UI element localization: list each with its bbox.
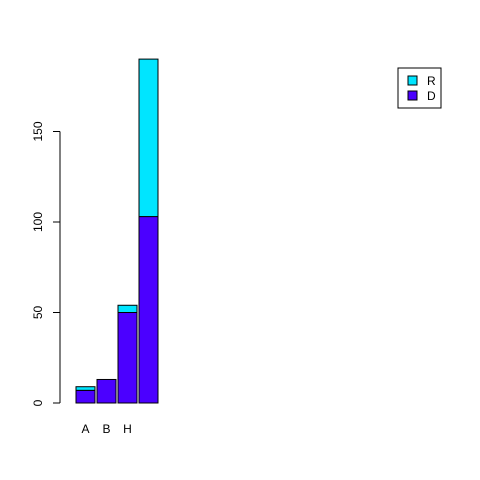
- legend-swatch-r: [407, 75, 418, 86]
- legend-swatch-d: [407, 90, 418, 101]
- bar-col4-R: [138, 58, 159, 218]
- y-tick-label-50: 50: [31, 306, 45, 320]
- bar-A-D: [75, 389, 96, 404]
- bar-B-D: [96, 378, 117, 404]
- bars: [75, 58, 159, 404]
- y-axis: 0 50 100 150: [31, 121, 61, 406]
- x-tick-label-H: H: [123, 422, 132, 436]
- legend-box: [397, 67, 442, 109]
- x-tick-label-A: A: [81, 422, 89, 436]
- bar-H-D: [117, 312, 138, 404]
- legend: R D: [397, 67, 442, 109]
- bar-H-R: [117, 304, 138, 314]
- bar-col4-D: [138, 216, 159, 404]
- bar-A-R: [75, 386, 96, 391]
- legend-label-r: R: [427, 74, 436, 88]
- y-tick-label-150: 150: [31, 121, 45, 141]
- x-tick-label-B: B: [102, 422, 110, 436]
- y-tick-label-0: 0: [31, 399, 45, 406]
- legend-label-d: D: [427, 89, 436, 103]
- y-tick-label-100: 100: [31, 212, 45, 232]
